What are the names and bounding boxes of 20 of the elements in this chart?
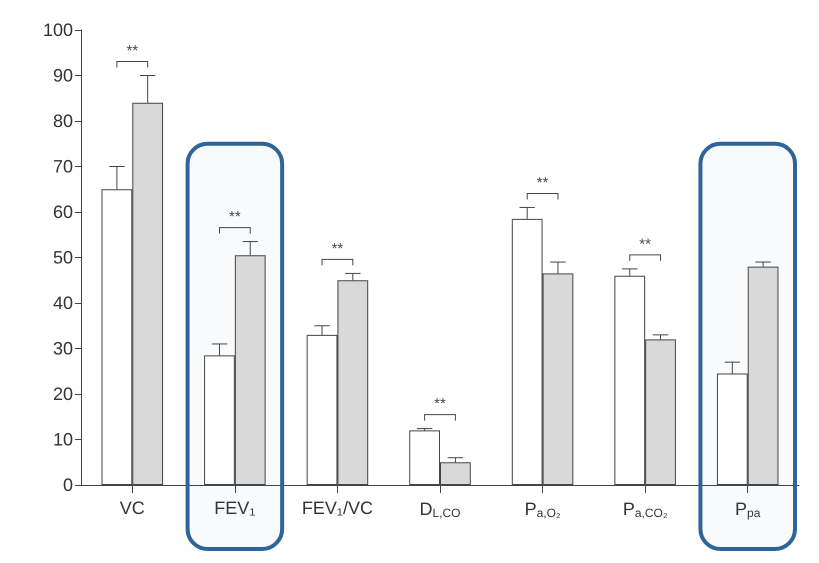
y-tick-label: 0 <box>62 475 73 495</box>
annotation: ** <box>639 236 652 253</box>
annotation: ** <box>229 208 241 226</box>
y-tick-label: 80 <box>52 111 73 131</box>
annotation: ** <box>332 240 344 258</box>
y-tick-label: 60 <box>52 202 73 222</box>
annotation: ** <box>126 42 138 60</box>
annotation: ** <box>434 396 446 413</box>
y-tick-label: 90 <box>52 66 73 86</box>
x-tick-label: VC <box>120 498 145 518</box>
x-tick-label: FEV₁/VC <box>302 498 373 518</box>
y-tick-label: 30 <box>52 338 73 358</box>
y-tick-label: 70 <box>52 156 73 176</box>
y-tick-label: 20 <box>52 384 73 404</box>
y-tick-label: 40 <box>52 293 73 313</box>
y-tick-label: 50 <box>52 248 73 268</box>
y-tick-label: 100 <box>42 20 73 40</box>
annotation: ** <box>536 174 549 192</box>
y-tick-label: 10 <box>52 430 73 450</box>
x-tick-label: FEV₁ <box>214 498 256 518</box>
